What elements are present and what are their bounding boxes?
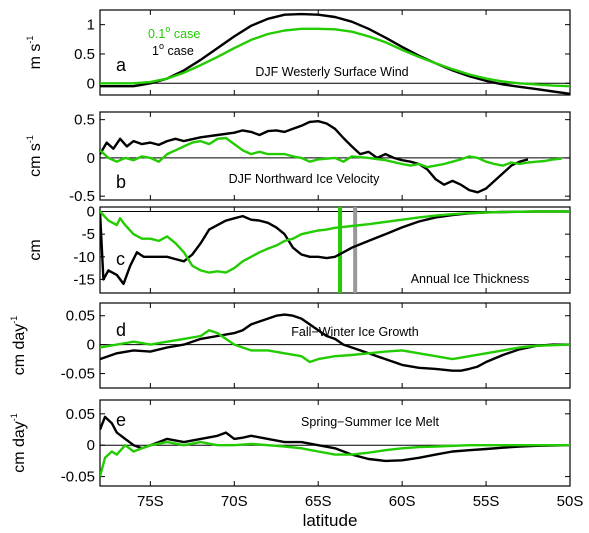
y-axis-label: m s-1 xyxy=(25,36,44,70)
y-axis-label: cm s-1 xyxy=(25,135,44,177)
panel-frame xyxy=(99,9,571,96)
y-tick-label: 0 xyxy=(87,150,95,167)
series-fine xyxy=(100,27,570,88)
panel-b: -0.5 0 0.5 DJF Northward Ice Velocity b cm s-… xyxy=(25,111,571,205)
panel-title: DJF Northward Ice Velocity xyxy=(229,172,380,186)
panel-letter: b xyxy=(116,172,126,192)
panel-title: Annual Ice Thickness xyxy=(411,272,530,286)
y-tick-label: 0.5 xyxy=(74,112,95,129)
x-tick-label: 65S xyxy=(305,493,332,510)
series-coarse xyxy=(100,415,570,463)
y-tick-label: -10 xyxy=(73,249,95,266)
y-tick-label: 0 xyxy=(87,75,95,92)
series-coarse xyxy=(100,313,570,372)
panel-title: Spring−Summer Ice Melt xyxy=(301,415,439,429)
series-coarse xyxy=(100,12,570,95)
panel-letter: e xyxy=(116,410,126,430)
y-tick-label: 0.05 xyxy=(66,308,95,325)
series-fine xyxy=(100,136,562,169)
panel-letter: d xyxy=(116,320,126,340)
y-tick-label: -0.05 xyxy=(61,366,95,383)
series-fine xyxy=(100,440,570,477)
panel-title: Fall−Winter Ice Growth xyxy=(291,325,419,339)
y-tick-label: 0 xyxy=(87,337,95,354)
y-axis-label: cm day-1 xyxy=(9,316,28,376)
x-tick-label: 55S xyxy=(473,493,500,510)
panel-frame xyxy=(99,111,571,201)
y-tick-label: 0 xyxy=(87,204,95,221)
panels: 0 0.5 1 DJF Westerly Surface Wind a m s-1 -0.5… xyxy=(9,9,571,487)
series-coarse xyxy=(100,120,529,194)
panel-frame xyxy=(99,302,571,389)
y-tick-label: -0.5 xyxy=(69,188,95,205)
panel-frame xyxy=(99,206,571,294)
panel-d: -0.05 0 0.05 Fall−Winter Ice Growth d cm day-… xyxy=(9,302,571,389)
x-axis: 75S 70S 65S 60S 55S 50S latitude xyxy=(137,493,583,530)
panel-title: DJF Westerly Surface Wind xyxy=(255,65,408,79)
panel-frame xyxy=(99,399,571,487)
legend-coarse: 1o case xyxy=(152,41,194,58)
x-tick-label: 75S xyxy=(137,493,164,510)
y-axis-label: cm xyxy=(27,239,44,260)
legend-fine: 0.1o case xyxy=(148,24,200,41)
series-coarse xyxy=(100,210,570,286)
series-fine xyxy=(100,329,570,364)
series-fine xyxy=(100,210,570,274)
x-tick-label: 70S xyxy=(221,493,248,510)
panel-letter: a xyxy=(116,55,127,75)
y-tick-label: -0.05 xyxy=(61,469,95,486)
y-tick-label: -5 xyxy=(82,226,95,243)
legend: 0.1o case 1o case xyxy=(148,24,200,58)
x-tick-label: 50S xyxy=(557,493,584,510)
panel-c: -15 -10 -5 0 Annual Ice Thickness c cm xyxy=(27,204,571,294)
panel-letter: c xyxy=(116,249,125,269)
panel-e: -0.05 0 0.05 Spring−Summer Ice Melt e cm day-… xyxy=(9,399,571,487)
y-tick-label: 1 xyxy=(87,17,95,34)
y-tick-label: -15 xyxy=(73,271,95,288)
y-tick-label: 0 xyxy=(87,437,95,454)
panel-a: 0 0.5 1 DJF Westerly Surface Wind a m s-1 xyxy=(25,9,571,96)
y-tick-label: 0.5 xyxy=(74,46,95,63)
x-tick-label: 60S xyxy=(389,493,416,510)
y-tick-label: 0.05 xyxy=(66,406,95,423)
y-axis-label: cm day-1 xyxy=(9,413,28,473)
x-axis-label: latitude xyxy=(303,511,358,530)
